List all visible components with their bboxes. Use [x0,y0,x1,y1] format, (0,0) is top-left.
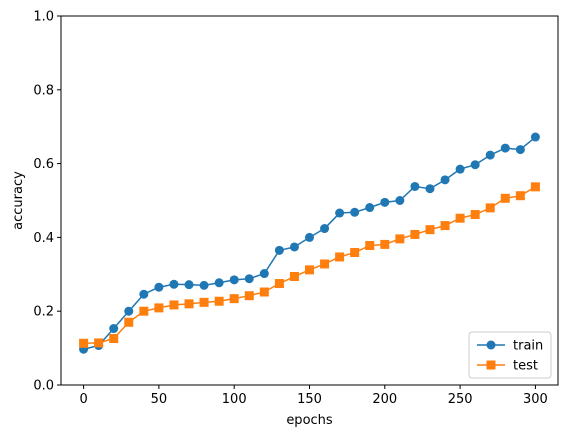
train-point [425,184,435,194]
train-line [83,136,536,350]
test-point [259,287,269,297]
train-point [530,132,540,142]
x-tick-label: 250 [448,392,473,407]
test-line [83,186,536,345]
test-point [500,193,510,203]
train-point [169,279,179,289]
legend-label: train [513,339,543,354]
train-point [154,282,164,292]
legend-label: test [513,359,538,374]
x-tick-label: 150 [297,392,322,407]
legend-marker [486,360,496,370]
train-point [380,197,390,207]
train-point [350,207,360,217]
test-point [274,279,284,289]
x-tick-label: 50 [151,392,168,407]
train-point [395,196,405,205]
test-point [94,338,104,348]
train-point [320,224,330,234]
test-point [485,203,495,213]
test-point [289,272,299,282]
x-tick-label: 0 [79,392,87,407]
test-point [335,252,345,262]
test-point [530,182,540,192]
train-point [184,280,194,290]
series-test [79,182,540,348]
train-point [365,203,375,213]
train-point [274,245,284,255]
train-point [515,145,525,155]
test-point [169,300,179,310]
test-point [455,213,465,223]
train-point [289,242,299,252]
test-point [214,296,224,306]
train-point [470,160,480,170]
x-tick-label: 200 [372,392,397,407]
test-point [229,294,239,304]
test-point [365,241,375,251]
train-point [305,232,314,242]
test-point [425,225,435,235]
test-point [515,191,525,201]
test-point [154,303,164,313]
x-tick-label: 100 [222,392,247,407]
test-point [199,297,209,307]
train-point [410,181,420,191]
train-point [485,150,495,160]
test-point [79,338,89,348]
train-point [440,175,450,185]
test-point [470,210,480,220]
y-tick-label: 0.0 [33,379,54,394]
x-axis-label: epochs [286,413,333,428]
legend-items: train test [477,339,543,374]
legend-item-train: train [477,339,543,354]
train-point [500,143,510,153]
y-axis-label: accuracy [11,171,26,230]
test-point [244,291,254,301]
test-point [124,317,134,327]
y-tick-label: 0.8 [33,83,54,98]
y-tick-label: 0.4 [33,231,54,246]
train-point [455,164,465,174]
train-point [259,269,269,279]
train-point [139,289,149,299]
train-point [244,274,254,284]
legend: train test [468,331,552,379]
legend-marker [486,340,496,350]
train-point [335,208,345,218]
test-point [184,299,194,309]
test-point [320,259,330,269]
y-tick-label: 0.6 [33,157,54,172]
train-point [214,278,224,288]
test-point [350,248,360,258]
series-layer [79,132,540,354]
plot-frame [60,15,559,386]
x-tick-label: 300 [523,392,548,407]
test-point [395,234,405,244]
test-point [440,221,450,231]
axis-ticks: 0 50 100 150 200 250 300 0.0 0.2 0.4 0.6 0.8 1.0 [33,10,548,408]
test-point [305,265,314,275]
test-point [109,334,119,344]
legend-item-test: test [477,359,538,374]
test-point [139,306,149,316]
train-point [124,306,134,316]
train-point [199,280,209,290]
test-point [380,239,390,249]
test-point [410,229,420,239]
y-tick-label: 0.2 [33,305,54,320]
train-point [229,275,239,285]
train-point [109,324,119,334]
y-tick-label: 1.0 [33,10,54,25]
series-train [79,132,540,354]
